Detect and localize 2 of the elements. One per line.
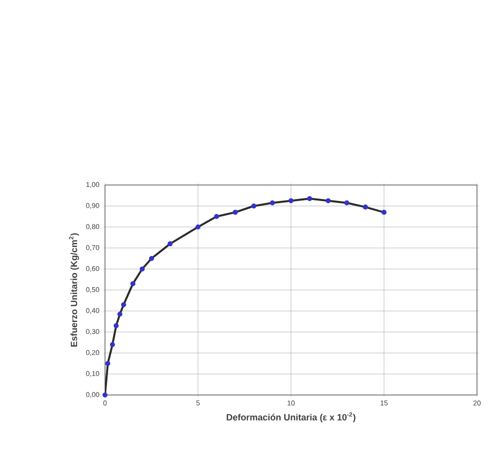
x-axis-title: Deformación Unitaria (ε x 10$^{-2}$) [226,412,356,422]
y-axis-title: Esfuerzo Unitario (Kg/cm$^{2}$) [69,233,79,347]
